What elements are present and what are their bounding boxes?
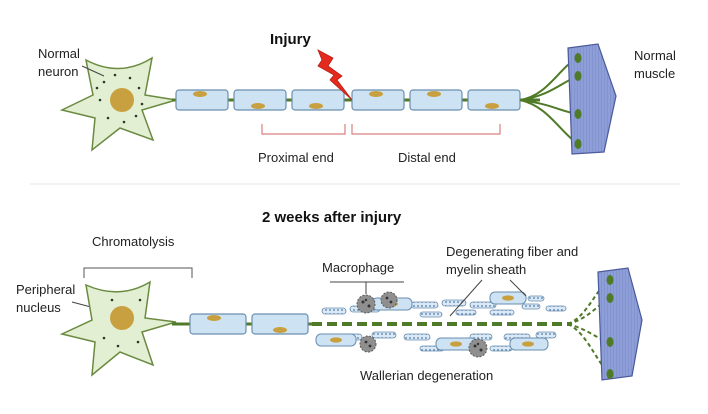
chromatolysis-label: Chromatolysis bbox=[92, 234, 175, 249]
injury-label: Injury bbox=[270, 31, 311, 48]
peripheral-nucleus-label-2: nucleus bbox=[16, 300, 61, 315]
motor-end-plates-bottom bbox=[606, 275, 614, 379]
macrophage-label: Macrophage bbox=[322, 260, 394, 275]
panel-title: 2 weeks after injury bbox=[262, 209, 402, 226]
macrophage-2 bbox=[380, 291, 398, 309]
intact-myelin-segments bbox=[189, 313, 309, 335]
injury-bolt-icon bbox=[317, 49, 353, 101]
degenerating-myelin-segments bbox=[315, 291, 549, 351]
macrophage-1 bbox=[356, 294, 376, 314]
degenerating-fiber-label-1: Degenerating fiber and bbox=[446, 244, 578, 259]
motor-end-plates-top bbox=[574, 53, 582, 149]
normal-neuron-label-2: neuron bbox=[38, 64, 78, 79]
macrophage-4 bbox=[468, 338, 488, 358]
degenerating-fiber-label-2: myelin sheath bbox=[446, 262, 526, 277]
normal-muscle-label-2: muscle bbox=[634, 66, 675, 81]
neuron-nucleus bbox=[110, 88, 134, 112]
neuron-pointer-line bbox=[81, 65, 105, 77]
distal-bracket bbox=[351, 124, 501, 135]
myelin-segments-proximal bbox=[175, 89, 345, 111]
top-panel: Injury Proximal end Distal end Normal ne… bbox=[38, 31, 676, 165]
bottom-panel: 2 weeks after injury Chromatolysis Perip… bbox=[16, 209, 643, 383]
wallerian-degeneration-label: Wallerian degeneration bbox=[360, 368, 493, 383]
dispersed-nissl-dots bbox=[102, 298, 142, 348]
distal-end-label: Distal end bbox=[398, 150, 456, 165]
denervated-muscle bbox=[597, 267, 643, 381]
normal-muscle bbox=[567, 43, 617, 155]
eccentric-nucleus bbox=[110, 306, 134, 330]
degenerating-pointer-2 bbox=[509, 279, 527, 297]
normal-muscle-label-1: Normal bbox=[634, 48, 676, 63]
peripheral-nucleus-label-1: Peripheral bbox=[16, 282, 75, 297]
myelin-segments-distal bbox=[351, 89, 521, 111]
proximal-bracket bbox=[261, 124, 346, 135]
degenerating-pointer-1 bbox=[449, 279, 483, 317]
macrophage-3 bbox=[359, 335, 377, 353]
normal-neuron-label-1: Normal bbox=[38, 46, 80, 61]
proximal-end-label: Proximal end bbox=[258, 150, 334, 165]
chromatolysis-bracket bbox=[83, 267, 193, 278]
nissl-dots bbox=[95, 73, 144, 124]
